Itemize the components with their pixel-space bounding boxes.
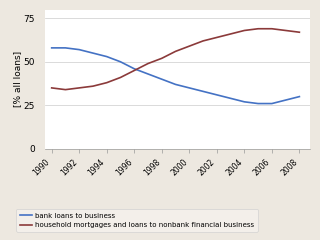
- Y-axis label: [% all loans]: [% all loans]: [13, 51, 22, 107]
- Legend: bank loans to business, household mortgages and loans to nonbank financial busin: bank loans to business, household mortga…: [16, 209, 258, 232]
